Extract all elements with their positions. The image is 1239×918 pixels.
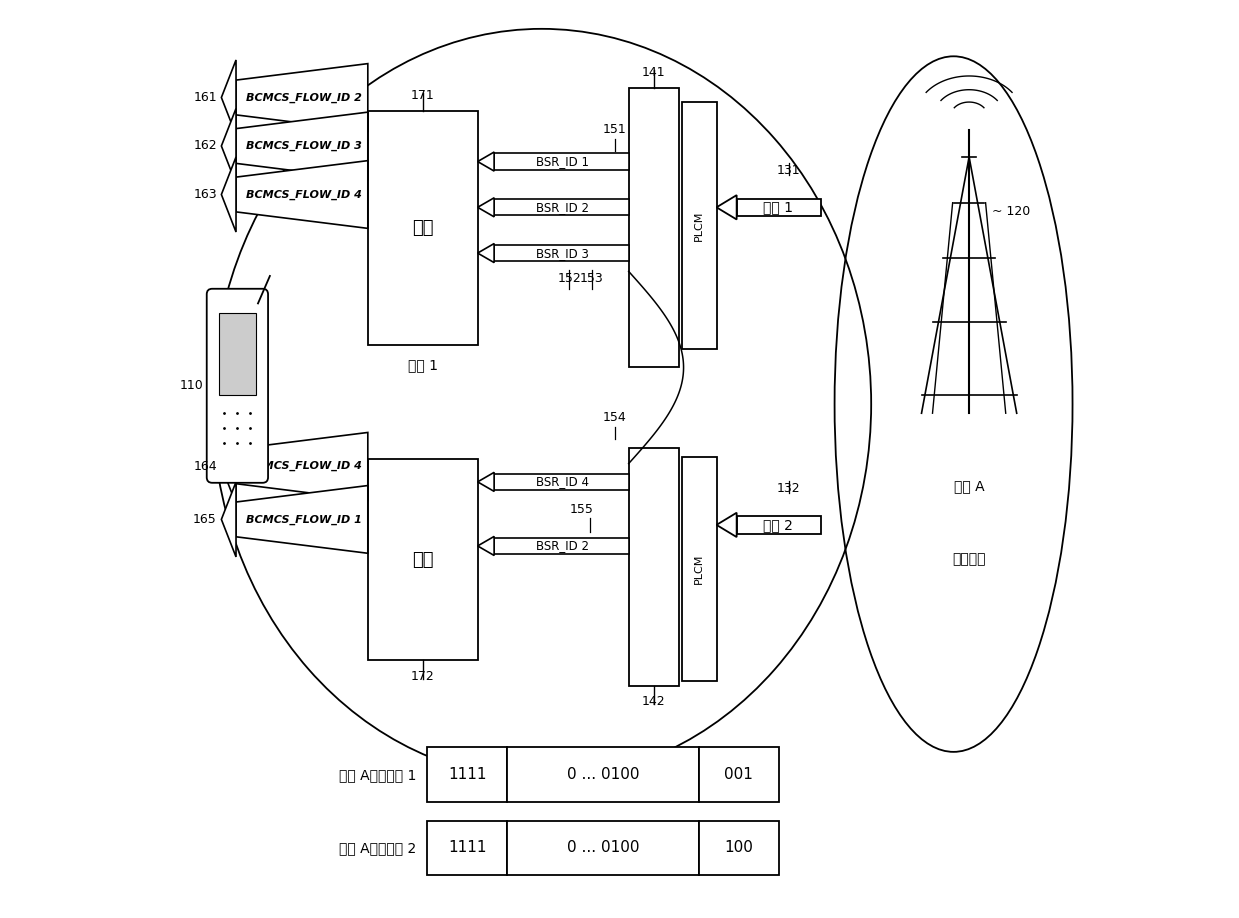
Polygon shape — [716, 513, 737, 537]
Text: ~ 120: ~ 120 — [992, 206, 1031, 218]
Bar — [218, 312, 256, 395]
Text: 151: 151 — [603, 123, 627, 136]
Bar — [737, 516, 821, 533]
Text: 155: 155 — [570, 503, 593, 516]
Polygon shape — [478, 536, 494, 555]
Text: 100: 100 — [725, 841, 753, 856]
Polygon shape — [222, 60, 235, 135]
Bar — [737, 198, 821, 216]
Text: 1111: 1111 — [447, 841, 487, 856]
Text: 132: 132 — [777, 482, 800, 495]
Text: 154: 154 — [603, 411, 627, 424]
Text: BSR_ID 3: BSR_ID 3 — [535, 247, 589, 260]
Text: 161: 161 — [193, 91, 217, 104]
Bar — [699, 821, 779, 876]
Text: BSR_ID 4: BSR_ID 4 — [535, 476, 589, 488]
Bar — [681, 102, 716, 349]
Bar — [699, 747, 779, 802]
Text: 164: 164 — [193, 460, 217, 473]
Text: 153: 153 — [580, 272, 603, 285]
Polygon shape — [716, 196, 737, 219]
Text: 171: 171 — [411, 89, 435, 102]
Text: BSR_ID 2: BSR_ID 2 — [535, 201, 589, 214]
Text: BCMCS_FLOW_ID 2: BCMCS_FLOW_ID 2 — [245, 93, 362, 103]
Text: 165: 165 — [193, 513, 217, 526]
Text: 小区 A: 小区 A — [954, 479, 985, 494]
Bar — [628, 448, 679, 686]
Polygon shape — [478, 473, 494, 491]
Bar — [681, 457, 716, 681]
Bar — [507, 821, 699, 876]
Polygon shape — [222, 429, 235, 504]
Polygon shape — [478, 152, 494, 171]
Text: PLCM: PLCM — [694, 210, 704, 241]
Text: 移动 1: 移动 1 — [408, 358, 437, 373]
Bar — [494, 199, 628, 216]
Text: PLCM: PLCM — [694, 554, 704, 585]
Text: 小区 A中的信道 2: 小区 A中的信道 2 — [339, 841, 416, 855]
Polygon shape — [235, 432, 368, 500]
Text: BSR_ID 2: BSR_ID 2 — [535, 540, 589, 553]
Bar — [427, 747, 507, 802]
Polygon shape — [235, 63, 368, 131]
Text: 110: 110 — [180, 379, 203, 392]
Text: BCMCS_FLOW_ID 1: BCMCS_FLOW_ID 1 — [245, 514, 362, 524]
Text: 001: 001 — [725, 767, 753, 782]
Polygon shape — [235, 112, 368, 180]
Text: 0 ... 0100: 0 ... 0100 — [566, 841, 639, 856]
Polygon shape — [478, 243, 494, 263]
Text: BCMCS_FLOW_ID 4: BCMCS_FLOW_ID 4 — [245, 461, 362, 472]
Polygon shape — [222, 108, 235, 184]
Bar — [494, 474, 628, 490]
Polygon shape — [222, 157, 235, 232]
Text: 172: 172 — [411, 669, 435, 682]
Text: 163: 163 — [193, 188, 217, 201]
Bar — [368, 459, 478, 660]
Bar — [494, 245, 628, 261]
Bar — [494, 153, 628, 170]
Text: BSR_ID 1: BSR_ID 1 — [535, 155, 589, 168]
Text: 信道 1: 信道 1 — [763, 200, 793, 214]
Polygon shape — [478, 197, 494, 217]
Text: 1111: 1111 — [447, 767, 487, 782]
Text: 小区 A中的信道 1: 小区 A中的信道 1 — [339, 767, 416, 782]
Bar — [507, 747, 699, 802]
Text: 映射: 映射 — [413, 551, 434, 568]
Bar — [628, 88, 679, 367]
FancyBboxPatch shape — [207, 289, 268, 483]
Text: 162: 162 — [193, 140, 217, 152]
Polygon shape — [235, 486, 368, 554]
Bar — [494, 538, 628, 554]
Text: 142: 142 — [642, 695, 665, 708]
Text: 0 ... 0100: 0 ... 0100 — [566, 767, 639, 782]
Polygon shape — [222, 482, 235, 557]
Text: 152: 152 — [558, 272, 581, 285]
Text: BCMCS_FLOW_ID 4: BCMCS_FLOW_ID 4 — [245, 189, 362, 199]
Text: 无线电塔: 无线电塔 — [953, 553, 986, 566]
Text: BCMCS_FLOW_ID 3: BCMCS_FLOW_ID 3 — [245, 140, 362, 151]
Text: 131: 131 — [777, 164, 800, 177]
Polygon shape — [235, 161, 368, 229]
Text: 信道 2: 信道 2 — [763, 518, 793, 532]
Bar — [368, 111, 478, 344]
Bar — [427, 821, 507, 876]
Text: 映射: 映射 — [413, 218, 434, 237]
Text: 141: 141 — [642, 66, 665, 79]
